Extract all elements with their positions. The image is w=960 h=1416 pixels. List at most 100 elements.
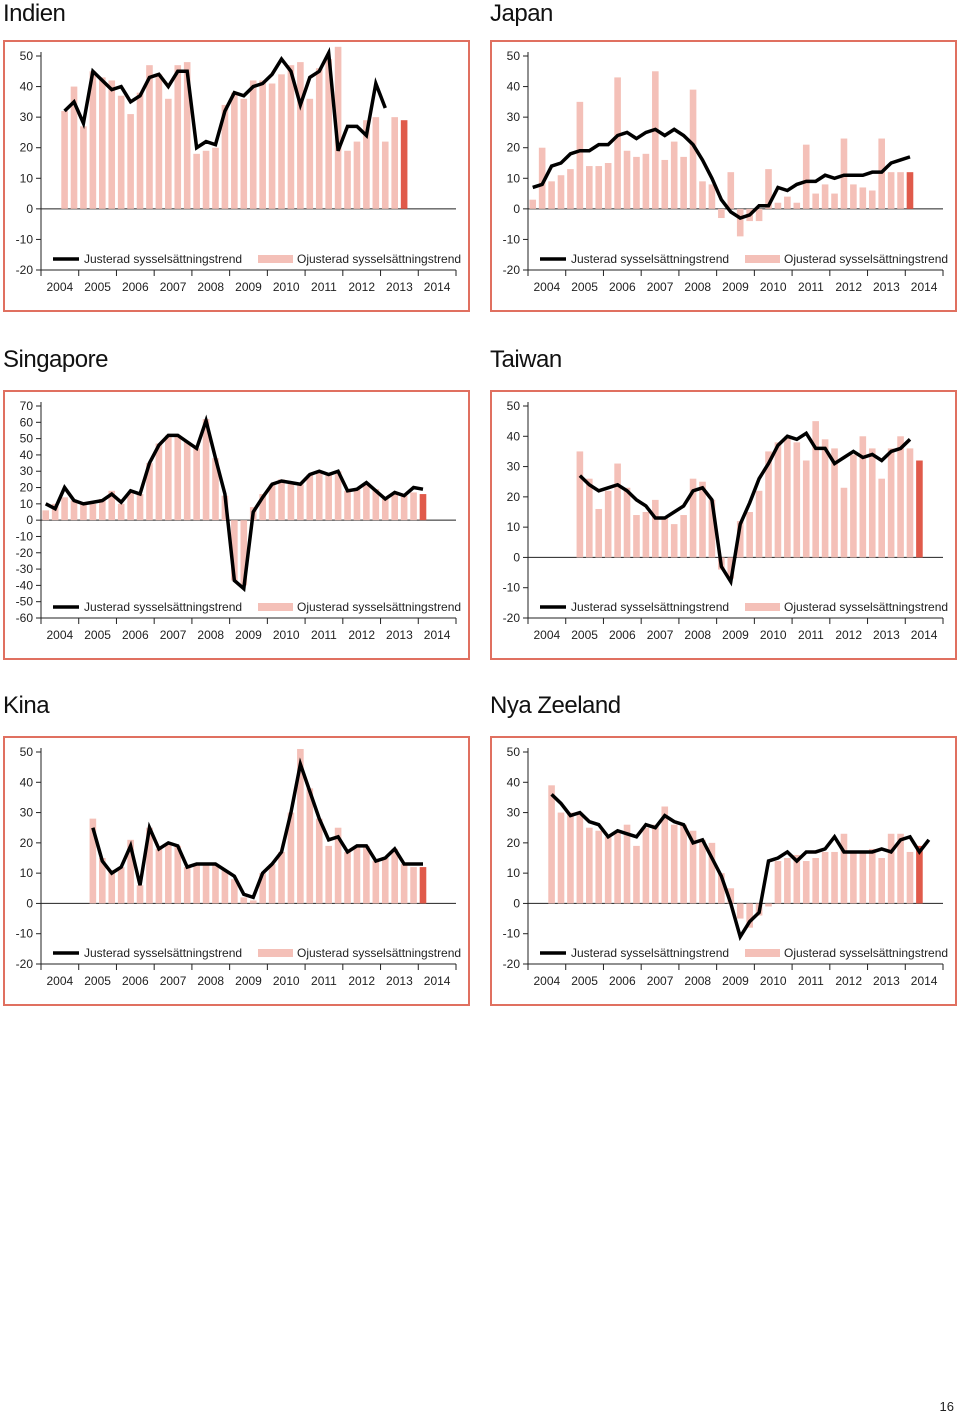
data-bar bbox=[70, 500, 78, 521]
data-bar bbox=[906, 448, 914, 558]
x-tick-label: 2010 bbox=[273, 628, 300, 642]
data-bar bbox=[614, 463, 621, 558]
chart-title: Taiwan bbox=[490, 346, 562, 373]
x-tick-label: 2013 bbox=[386, 628, 413, 642]
data-bar bbox=[202, 419, 210, 521]
data-bar bbox=[278, 479, 285, 521]
x-tick-label: 2006 bbox=[609, 628, 636, 642]
chart-japan: -20 -10 0 10 20 30 40 50 Justerad sysselsättning… bbox=[503, 49, 948, 294]
data-bar bbox=[297, 748, 304, 904]
data-bar bbox=[315, 818, 323, 904]
legend-raw-label: Ojusterad sysselsättningstrend bbox=[297, 600, 461, 614]
x-tick-label: 2014 bbox=[424, 974, 451, 988]
data-bar bbox=[604, 490, 612, 558]
data-bar bbox=[850, 454, 857, 558]
panel-japan: Japan -20 -10 0 10 20 30 40 50 Justerad sysselsä… bbox=[490, 0, 960, 312]
x-tick-label: 2008 bbox=[197, 628, 224, 642]
data-bar bbox=[868, 848, 876, 904]
data-bar bbox=[614, 830, 621, 904]
y-tick-label: -10 bbox=[16, 927, 34, 941]
y-tick-label: 20 bbox=[20, 481, 34, 495]
chart-taiwan: -20 -10 0 10 20 30 40 50 Justerad sysselsättning… bbox=[503, 399, 948, 642]
x-tick-label: 2005 bbox=[84, 280, 111, 294]
data-bar bbox=[689, 830, 697, 904]
y-tick-label: 40 bbox=[20, 80, 34, 94]
x-tick-label: 2009 bbox=[235, 628, 262, 642]
data-bar bbox=[127, 114, 134, 209]
legend-trend-label: Justerad sysselsättningstrend bbox=[571, 252, 729, 266]
data-bar bbox=[297, 484, 304, 521]
data-bar bbox=[538, 147, 546, 209]
x-tick-label: 2007 bbox=[647, 280, 674, 294]
y-tick-label: -30 bbox=[16, 562, 34, 576]
x-tick-label: 2012 bbox=[348, 628, 375, 642]
data-bar bbox=[287, 65, 295, 209]
data-bar bbox=[259, 80, 266, 209]
data-bar bbox=[774, 861, 782, 904]
legend-raw-swatch bbox=[745, 255, 780, 263]
x-tick-label: 2009 bbox=[235, 280, 262, 294]
panel-taiwan: Taiwan -20 -10 0 10 20 30 40 50 Justerad syssels… bbox=[490, 346, 960, 660]
data-bar bbox=[670, 524, 678, 558]
x-tick-label: 2006 bbox=[609, 280, 636, 294]
y-tick-label: 40 bbox=[507, 80, 521, 94]
data-bar bbox=[670, 141, 678, 209]
x-tick-label: 2011 bbox=[798, 974, 824, 988]
y-tick-label: 0 bbox=[26, 202, 33, 216]
data-bar bbox=[410, 492, 417, 521]
x-tick-label: 2012 bbox=[835, 974, 862, 988]
x-tick-label: 2009 bbox=[722, 280, 749, 294]
y-tick-label: 0 bbox=[513, 550, 520, 564]
data-bar bbox=[746, 512, 753, 558]
data-bar bbox=[784, 858, 791, 904]
data-bar bbox=[661, 159, 669, 209]
data-bar bbox=[859, 851, 867, 904]
panel-kina: Kina -20 -10 0 10 20 30 40 50 Justerad sysselsät… bbox=[3, 692, 478, 1006]
data-bar bbox=[887, 172, 895, 209]
data-bar bbox=[595, 166, 603, 209]
y-tick-label: -20 bbox=[16, 957, 34, 971]
data-bar bbox=[155, 848, 163, 904]
chart-title: Singapore bbox=[3, 346, 108, 373]
x-tick-label: 2013 bbox=[873, 628, 900, 642]
data-bar bbox=[840, 833, 848, 904]
data-bar bbox=[614, 77, 621, 209]
data-bar bbox=[363, 482, 370, 521]
y-tick-label: 20 bbox=[20, 141, 34, 155]
data-bar bbox=[61, 111, 68, 209]
y-tick-label: 20 bbox=[507, 836, 521, 850]
data-bar bbox=[708, 499, 716, 558]
x-tick-label: 2007 bbox=[160, 280, 187, 294]
data-bar bbox=[259, 873, 266, 904]
data-bar bbox=[344, 490, 351, 521]
x-tick-label: 2006 bbox=[122, 280, 149, 294]
data-bar bbox=[80, 502, 87, 521]
data-bar bbox=[708, 842, 716, 904]
chart-frame: -20 -10 0 10 20 30 40 50 Justerad sysselsättning… bbox=[490, 736, 957, 1006]
data-bar bbox=[165, 98, 172, 209]
data-bar bbox=[268, 864, 276, 904]
y-tick-label: 60 bbox=[20, 415, 34, 429]
data-bar bbox=[334, 827, 342, 904]
data-bar bbox=[699, 481, 706, 558]
data-bar bbox=[183, 62, 191, 209]
data-bar bbox=[727, 172, 735, 209]
x-tick-label: 2005 bbox=[571, 280, 598, 294]
data-bar bbox=[278, 851, 285, 904]
x-tick-label: 2004 bbox=[534, 628, 561, 642]
data-bar bbox=[586, 166, 593, 209]
y-tick-label: 10 bbox=[20, 866, 34, 880]
legend-trend-label: Justerad sysselsättningstrend bbox=[84, 946, 242, 960]
data-bar bbox=[897, 833, 904, 904]
data-bar bbox=[249, 900, 257, 904]
data-bar bbox=[381, 141, 389, 209]
data-bar bbox=[419, 494, 427, 521]
data-bar bbox=[718, 208, 725, 219]
x-tick-label: 2004 bbox=[47, 280, 74, 294]
data-bar bbox=[793, 202, 801, 209]
data-bar bbox=[334, 46, 342, 209]
data-bar bbox=[557, 812, 565, 904]
y-tick-label: 50 bbox=[507, 399, 521, 413]
x-tick-label: 2004 bbox=[47, 628, 74, 642]
x-tick-label: 2008 bbox=[197, 280, 224, 294]
